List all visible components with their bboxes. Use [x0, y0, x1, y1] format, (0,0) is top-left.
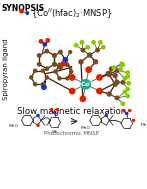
Circle shape	[112, 81, 118, 87]
Circle shape	[39, 39, 43, 44]
Circle shape	[37, 53, 42, 58]
Circle shape	[93, 59, 98, 65]
Text: SYNOPSIS: SYNOPSIS	[2, 4, 45, 13]
Circle shape	[95, 48, 100, 53]
Circle shape	[112, 73, 118, 78]
Circle shape	[125, 70, 130, 75]
Circle shape	[19, 9, 24, 14]
Text: Photochromic MNSP: Photochromic MNSP	[44, 131, 99, 136]
Circle shape	[36, 123, 40, 127]
Circle shape	[58, 65, 63, 70]
Text: Spiropyran ligand: Spiropyran ligand	[3, 39, 9, 100]
Circle shape	[68, 50, 72, 54]
Text: Slow magnetic relaxation: Slow magnetic relaxation	[17, 107, 126, 116]
Text: Co$^{II}$: Co$^{II}$	[80, 80, 93, 89]
Circle shape	[53, 111, 56, 114]
Circle shape	[69, 69, 74, 74]
Circle shape	[33, 68, 37, 73]
Circle shape	[58, 50, 63, 54]
Circle shape	[101, 45, 106, 50]
Text: MeO: MeO	[81, 126, 91, 130]
Circle shape	[80, 40, 84, 45]
Circle shape	[122, 109, 126, 112]
Text: MeO: MeO	[9, 124, 19, 128]
Circle shape	[91, 40, 96, 45]
Circle shape	[85, 66, 92, 73]
Circle shape	[120, 62, 125, 67]
Circle shape	[36, 114, 40, 117]
Circle shape	[87, 52, 92, 58]
Circle shape	[56, 108, 59, 111]
Circle shape	[126, 81, 131, 86]
Circle shape	[60, 61, 66, 67]
Circle shape	[62, 57, 68, 63]
Circle shape	[52, 53, 57, 58]
Circle shape	[53, 69, 58, 74]
Circle shape	[65, 63, 70, 67]
Circle shape	[98, 40, 103, 45]
Circle shape	[106, 72, 112, 77]
Circle shape	[57, 76, 62, 81]
Circle shape	[65, 76, 70, 81]
Circle shape	[52, 53, 57, 58]
Circle shape	[120, 80, 125, 85]
Circle shape	[96, 74, 103, 81]
Circle shape	[57, 63, 62, 67]
Circle shape	[78, 59, 84, 65]
Circle shape	[29, 75, 34, 80]
Circle shape	[120, 101, 125, 106]
Circle shape	[105, 114, 108, 117]
Circle shape	[125, 94, 130, 98]
Circle shape	[128, 109, 131, 112]
Circle shape	[74, 43, 78, 48]
Circle shape	[80, 95, 86, 102]
Circle shape	[85, 45, 90, 50]
Circle shape	[50, 108, 54, 111]
Circle shape	[68, 66, 72, 70]
Circle shape	[125, 87, 130, 92]
Circle shape	[41, 84, 47, 90]
Text: {Co$^{II}$(hfac)$_2$·MNSP}: {Co$^{II}$(hfac)$_2$·MNSP}	[31, 7, 113, 21]
Circle shape	[112, 65, 117, 70]
Circle shape	[120, 61, 124, 66]
Text: Me: Me	[141, 123, 147, 127]
Circle shape	[118, 67, 123, 72]
Circle shape	[125, 74, 130, 79]
Circle shape	[80, 48, 85, 53]
Circle shape	[44, 49, 49, 53]
Circle shape	[122, 90, 127, 94]
Circle shape	[41, 82, 45, 86]
Circle shape	[44, 66, 49, 71]
Circle shape	[42, 42, 47, 47]
Circle shape	[132, 119, 135, 122]
Circle shape	[63, 57, 68, 62]
Circle shape	[109, 66, 114, 71]
Circle shape	[106, 91, 112, 97]
Circle shape	[37, 62, 42, 67]
Circle shape	[52, 62, 57, 67]
Circle shape	[41, 68, 45, 73]
Circle shape	[52, 62, 57, 67]
Circle shape	[33, 82, 37, 86]
Circle shape	[114, 80, 120, 85]
Text: Me: Me	[51, 130, 58, 134]
Circle shape	[96, 88, 103, 94]
Circle shape	[115, 95, 120, 100]
Circle shape	[115, 68, 120, 73]
Circle shape	[125, 112, 128, 115]
Circle shape	[45, 75, 49, 80]
Circle shape	[106, 71, 111, 76]
Circle shape	[80, 79, 91, 90]
Circle shape	[69, 74, 76, 81]
Circle shape	[25, 11, 29, 15]
Circle shape	[69, 88, 76, 94]
Circle shape	[45, 38, 50, 43]
Circle shape	[122, 76, 127, 81]
